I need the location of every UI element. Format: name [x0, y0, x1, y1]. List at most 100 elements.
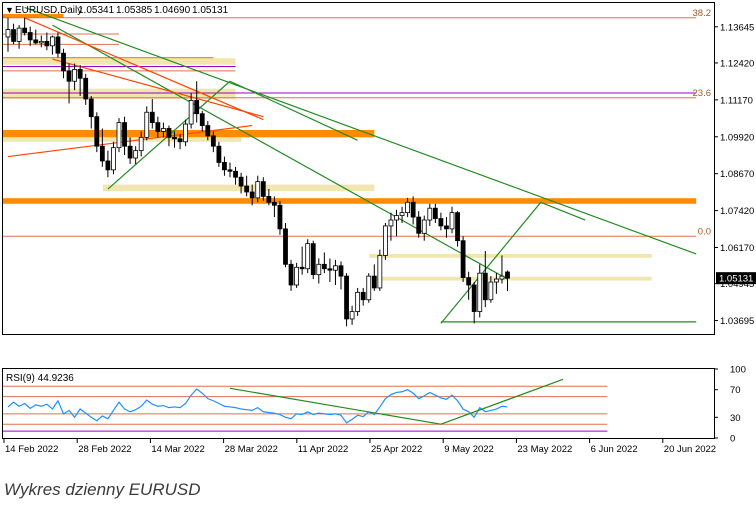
price-tick-label: 1.06170: [720, 243, 754, 254]
candle-body-bear: [227, 169, 233, 172]
price-tick-label: 1.04945: [720, 279, 754, 290]
candle-body-bear: [222, 162, 227, 171]
candle-body-bull: [388, 219, 394, 227]
price-zone: [3, 88, 236, 99]
current-price-box: [716, 272, 756, 285]
price-tick-label: 1.13645: [720, 22, 754, 33]
candle-body-bear: [172, 136, 177, 140]
candle-body-bull: [133, 150, 139, 159]
candle-body-bear: [410, 201, 416, 218]
candle-body-bear: [77, 69, 83, 79]
candle-body-bear: [260, 181, 266, 197]
candle-body-bear: [105, 160, 111, 171]
candle-body-bear: [149, 111, 155, 123]
candle-body-bear: [327, 268, 333, 271]
chart-caption: Wykres dzienny EURUSD: [4, 480, 201, 499]
trendline: [52, 24, 508, 280]
candle-body-bull: [333, 265, 338, 271]
candle-body-bear: [371, 275, 377, 289]
fib-level-label: 0.0: [698, 226, 711, 237]
main-panel-frame: [2, 2, 715, 335]
candle-body-bear: [155, 122, 161, 132]
candle-body-bear: [127, 145, 133, 159]
candle-body-bear: [266, 196, 272, 203]
candle-body-bear: [249, 191, 255, 199]
candle-body-bull: [183, 123, 189, 143]
candle-body-bull: [355, 291, 361, 312]
time-tick-label: 14 Feb 2022: [5, 444, 58, 455]
candle-body-bear: [360, 291, 366, 301]
candle-body-bull: [316, 263, 322, 276]
candle-body-bull: [366, 275, 372, 301]
candle-body-bear: [233, 170, 238, 178]
candle-body-bull: [405, 201, 411, 214]
price-zone: [102, 184, 375, 192]
candle-body-bear: [344, 275, 349, 320]
candle-body-bear: [205, 125, 211, 137]
candle-body-bull: [493, 278, 499, 283]
candle-body-bear: [94, 116, 100, 147]
candle-body-bull: [116, 122, 122, 149]
candle-body-bear: [238, 176, 244, 187]
candle-body-bear: [61, 52, 66, 72]
ohlc-close: 1.05131: [192, 5, 229, 16]
time-axis: 14 Feb 2022 28 Feb 2022 14 Mar 2022 28 Mar …: [3, 438, 716, 455]
rsi-panel: 100 70 30 0: [3, 365, 746, 445]
candle-body-bull: [50, 36, 55, 47]
candle-body-bear: [505, 271, 510, 279]
rsi-tick-label: 30: [730, 413, 741, 424]
time-tick-label: 23 May 2022: [517, 444, 572, 455]
trendline: [52, 58, 264, 118]
candle-body-bear: [88, 98, 94, 118]
price-zone: [3, 13, 64, 18]
price-zone: [3, 137, 242, 142]
candle-body-bull: [138, 136, 144, 152]
candle-body-bull: [349, 311, 355, 320]
candle-body-bear: [338, 265, 344, 277]
chart-container: 1.13645 1.12420 1.11170 1.09920 1.08670 1.074…: [2, 2, 756, 455]
time-tick-label: 6 Jun 2022: [591, 444, 638, 455]
candle-body-bull: [305, 243, 311, 270]
candle-body-bear: [455, 212, 460, 242]
time-tick-label: 28 Mar 2022: [225, 444, 278, 455]
candle-body-bull: [72, 69, 77, 82]
current-price-label: 1.05131: [719, 274, 753, 285]
candle-body-bear: [288, 263, 294, 286]
rsi-panel-frame: [2, 368, 715, 439]
candle-body-bull: [111, 147, 116, 171]
trendline: [540, 201, 586, 221]
candle-body-bear: [83, 77, 89, 100]
rsi-trendline: [229, 387, 442, 425]
candle-body-bull: [399, 212, 405, 216]
eurusd-daily-chart: 1.13645 1.12420 1.11170 1.09920 1.08670 1.074…: [2, 2, 756, 455]
time-tick-label: 20 Jun 2022: [664, 444, 716, 455]
ohlc-open: 1.05341: [78, 5, 115, 16]
rsi-trendline: [440, 378, 564, 425]
rsi-tick-label: 0: [730, 434, 735, 445]
time-tick-label: 11 Apr 2022: [298, 444, 349, 455]
candle-body-bear: [271, 201, 277, 206]
candle-body-bull: [427, 207, 433, 221]
time-tick-label: 25 Apr 2022: [371, 444, 422, 455]
candle-body-bull: [38, 40, 44, 44]
candle-body-bear: [471, 284, 477, 312]
candle-body-bear: [444, 225, 449, 230]
candle-body-bull: [382, 225, 388, 256]
candle-body-bear: [55, 36, 61, 54]
candle-body-bear: [460, 240, 466, 279]
candle-body-bear: [482, 272, 488, 301]
price-tick-label: 1.11170: [720, 95, 753, 106]
candle-body-bull: [499, 275, 505, 280]
candle-body-bear: [22, 27, 28, 33]
candle-body-bear: [177, 138, 183, 143]
trendline: [24, 17, 264, 121]
candle-body-bear: [310, 243, 316, 276]
rsi-line: [7, 388, 508, 424]
candle-body-bear: [438, 218, 444, 227]
price-tick-label: 1.12420: [720, 58, 754, 69]
candle-body-bull: [488, 281, 494, 301]
price-axis: 1.13645 1.12420 1.11170 1.09920 1.08670 1.074…: [693, 8, 756, 327]
price-zone: [369, 253, 652, 258]
candle-body-bull: [377, 255, 383, 289]
ohlc-low: 1.04690: [154, 5, 191, 16]
